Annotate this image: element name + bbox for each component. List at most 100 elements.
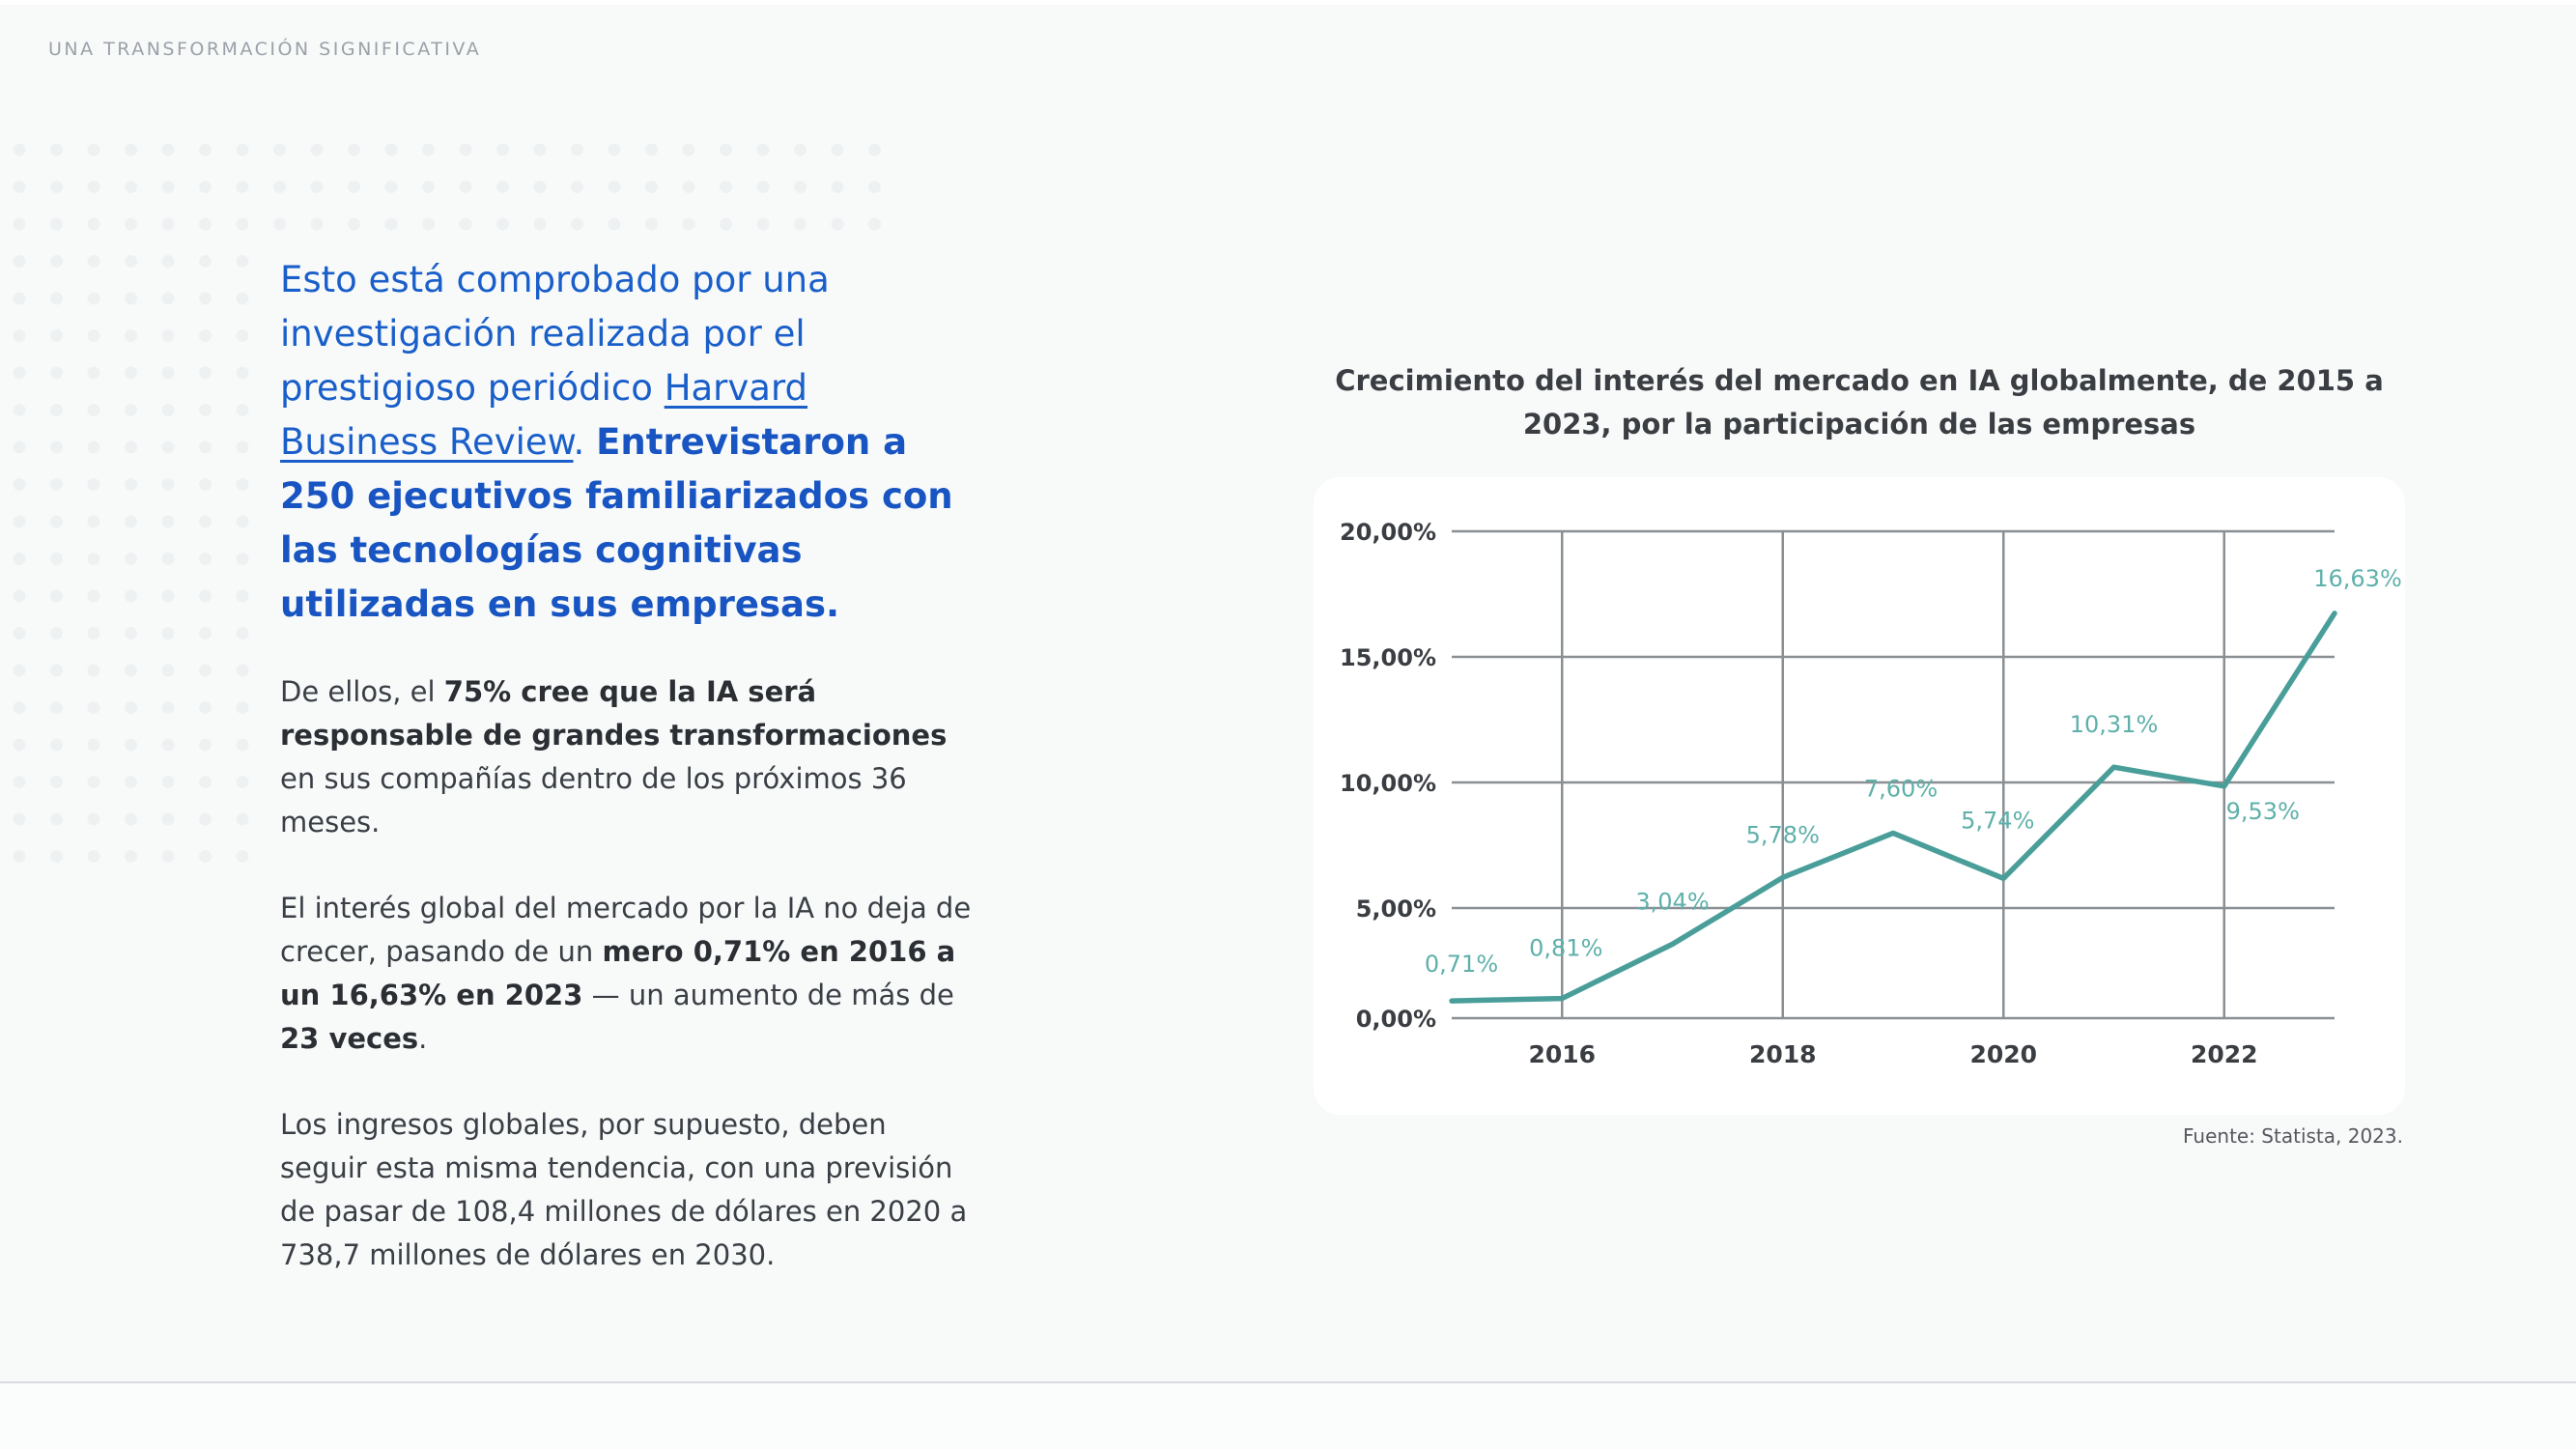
dot <box>496 217 509 231</box>
dot <box>13 812 26 826</box>
dot <box>13 181 26 193</box>
dot <box>161 701 175 714</box>
chart-source: Fuente: Statista, 2023. <box>2183 1124 2403 1148</box>
dot <box>87 515 100 528</box>
dot <box>13 404 26 416</box>
x-tick-label: 2020 <box>1969 1040 2037 1068</box>
p2-text-1: El interés global del mercado por la IA … <box>280 892 972 968</box>
dot <box>236 181 249 193</box>
text-column: Esto está comprobado por una investigaci… <box>280 253 976 1277</box>
dot <box>199 776 212 788</box>
data-label: 9,53% <box>2226 798 2300 825</box>
dot <box>236 292 249 305</box>
chart-card: 0,00% 5,00% 10,00% 15,00% 20,00% 2016 2018 2020… <box>1314 477 2405 1115</box>
dot <box>161 812 175 826</box>
dot <box>13 701 26 714</box>
line-chart: 0,00% 5,00% 10,00% 15,00% 20,00% 2016 2018 2020… <box>1340 519 2402 1068</box>
dot <box>645 181 658 193</box>
dot <box>50 738 63 752</box>
dot <box>608 217 621 231</box>
dot <box>236 217 249 231</box>
dot <box>87 143 100 156</box>
dot <box>87 478 100 491</box>
dot <box>273 143 286 156</box>
dot <box>50 478 63 491</box>
dot <box>273 217 286 231</box>
data-point <box>1892 832 1894 835</box>
dot <box>87 627 100 639</box>
y-tick-label: 10,00% <box>1340 770 1436 797</box>
dot <box>13 255 26 268</box>
dot <box>236 515 249 528</box>
dot <box>13 478 26 491</box>
dot <box>161 255 175 268</box>
dot <box>348 181 360 193</box>
dot <box>87 366 100 380</box>
dot <box>756 181 770 193</box>
dot <box>87 701 100 714</box>
dot <box>571 143 583 156</box>
dot <box>682 217 695 231</box>
data-point <box>2112 766 2115 769</box>
dot <box>756 217 770 231</box>
dot <box>384 181 398 193</box>
dot <box>199 404 212 416</box>
dot <box>125 515 137 528</box>
dot <box>161 329 175 342</box>
dot <box>236 143 249 156</box>
dot <box>13 553 26 565</box>
dot <box>199 292 212 305</box>
dot <box>310 181 324 193</box>
dot <box>199 329 212 342</box>
dot <box>87 850 100 863</box>
data-point <box>1781 876 1784 879</box>
dot <box>236 850 249 863</box>
paragraph-market-interest: El interés global del mercado por la IA … <box>280 887 976 1061</box>
dot <box>87 589 100 603</box>
dot <box>87 292 100 305</box>
dot <box>125 664 137 677</box>
dot <box>348 217 360 231</box>
intro-text-2: . <box>573 421 597 463</box>
dot <box>125 404 137 416</box>
dot <box>199 143 212 156</box>
dot <box>125 776 137 788</box>
dot <box>13 627 26 639</box>
dot <box>608 181 621 193</box>
dot <box>125 292 137 305</box>
harvard-business-review-link[interactable]: Harvard Business Review <box>280 367 808 463</box>
dot <box>199 738 212 752</box>
dot <box>422 143 435 156</box>
dot <box>571 181 583 193</box>
dot <box>13 366 26 380</box>
dot <box>496 181 509 193</box>
dot-grid <box>13 143 881 863</box>
dot <box>125 217 137 231</box>
dot <box>831 217 844 231</box>
dot <box>50 701 63 714</box>
dot <box>87 440 100 454</box>
intro-text-1: Esto está comprobado por una investigaci… <box>280 259 830 409</box>
intro-bold-text: Entrevistaron a 250 ejecutivos familiari… <box>280 421 953 625</box>
dot <box>831 181 844 193</box>
dot <box>125 329 137 342</box>
dot <box>794 217 807 231</box>
p1-text-2: en sus compañías dentro de los próximos … <box>280 762 907 838</box>
dot <box>459 217 472 231</box>
dot <box>682 143 695 156</box>
dot <box>236 627 249 639</box>
dot <box>199 440 212 454</box>
data-label: 3,04% <box>1635 888 1709 915</box>
paragraph-revenue: Los ingresos globales, por supuesto, deb… <box>280 1108 968 1271</box>
dot <box>13 776 26 788</box>
dot <box>50 664 63 677</box>
y-tick-label: 15,00% <box>1340 644 1436 671</box>
dot <box>533 181 547 193</box>
p1-bold-1: 75% cree que la IA será responsable de g… <box>280 675 948 752</box>
dot <box>125 255 137 268</box>
data-point <box>2334 611 2335 614</box>
data-point <box>1671 943 1674 946</box>
dot <box>87 404 100 416</box>
dot <box>125 181 137 193</box>
